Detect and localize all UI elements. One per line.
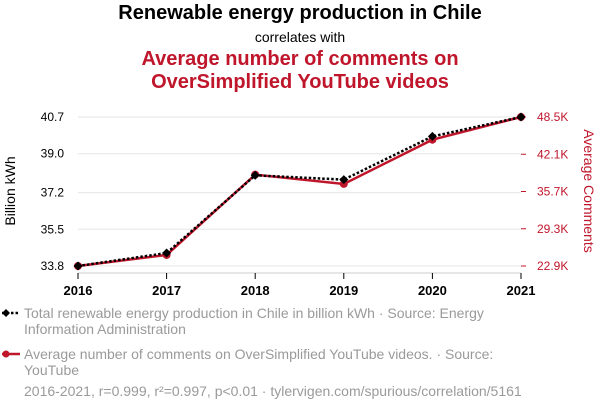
- y-left-tick-label: 37.2: [41, 186, 65, 200]
- y-left-tick-label: 35.5: [41, 222, 65, 236]
- series1-line: [77, 115, 522, 268]
- series2-line: [77, 115, 522, 268]
- series1-point: [516, 112, 526, 122]
- y-left-tick-label: 39.0: [41, 147, 65, 161]
- y-left-tick-label: 40.7: [41, 110, 65, 124]
- x-tick-label: 2017: [152, 283, 181, 298]
- chart-title-secondary: Average number of comments on OverSimpli…: [0, 48, 600, 94]
- series1-point: [250, 170, 260, 180]
- title2-line1: Average number of comments on: [141, 48, 459, 70]
- x-tick-label: 2021: [507, 283, 536, 298]
- legend-label-series2: Average number of comments on OverSimpli…: [24, 346, 494, 378]
- title2-line2: OverSimplified YouTube videos: [151, 71, 449, 93]
- x-tick-label: 2020: [418, 283, 447, 298]
- y-right-axis-title: Average Comments: [581, 129, 597, 252]
- y-right-tick-label: 29.3K: [537, 222, 568, 236]
- footer-stats: 2016-2021, r=0.999, r²=0.997, p<0.01 · t…: [24, 383, 522, 399]
- y-right-tick-label: 48.5K: [537, 110, 568, 124]
- x-tick-label: 2018: [241, 283, 270, 298]
- y-left-axis-title: Billion kWh: [2, 156, 18, 225]
- y-right-tick-label: 22.9K: [537, 259, 568, 273]
- legend-marker-series2: [2, 350, 20, 358]
- series1-point: [73, 261, 83, 271]
- y-left-tick-label: 33.8: [41, 259, 65, 273]
- x-tick-label: 2016: [64, 283, 93, 298]
- y-right-tick-label: 42.1K: [537, 147, 568, 161]
- chart-title: Renewable energy production in Chile: [118, 2, 482, 24]
- series1-point: [339, 175, 349, 185]
- chart-subtitle: correlates with: [254, 29, 346, 45]
- line-chart: 33.8 35.5 37.2 39.0 40.7 22.9K 29.3K 35.7K 42.1K…: [2, 110, 597, 298]
- y-right-tick-label: 35.7K: [537, 185, 568, 199]
- series1-point: [162, 248, 172, 258]
- x-tick-label: 2019: [329, 283, 358, 298]
- series1-point: [427, 131, 437, 141]
- legend-label-series1: Total renewable energy production in Chi…: [24, 305, 484, 337]
- legend-marker-series1: [2, 309, 20, 317]
